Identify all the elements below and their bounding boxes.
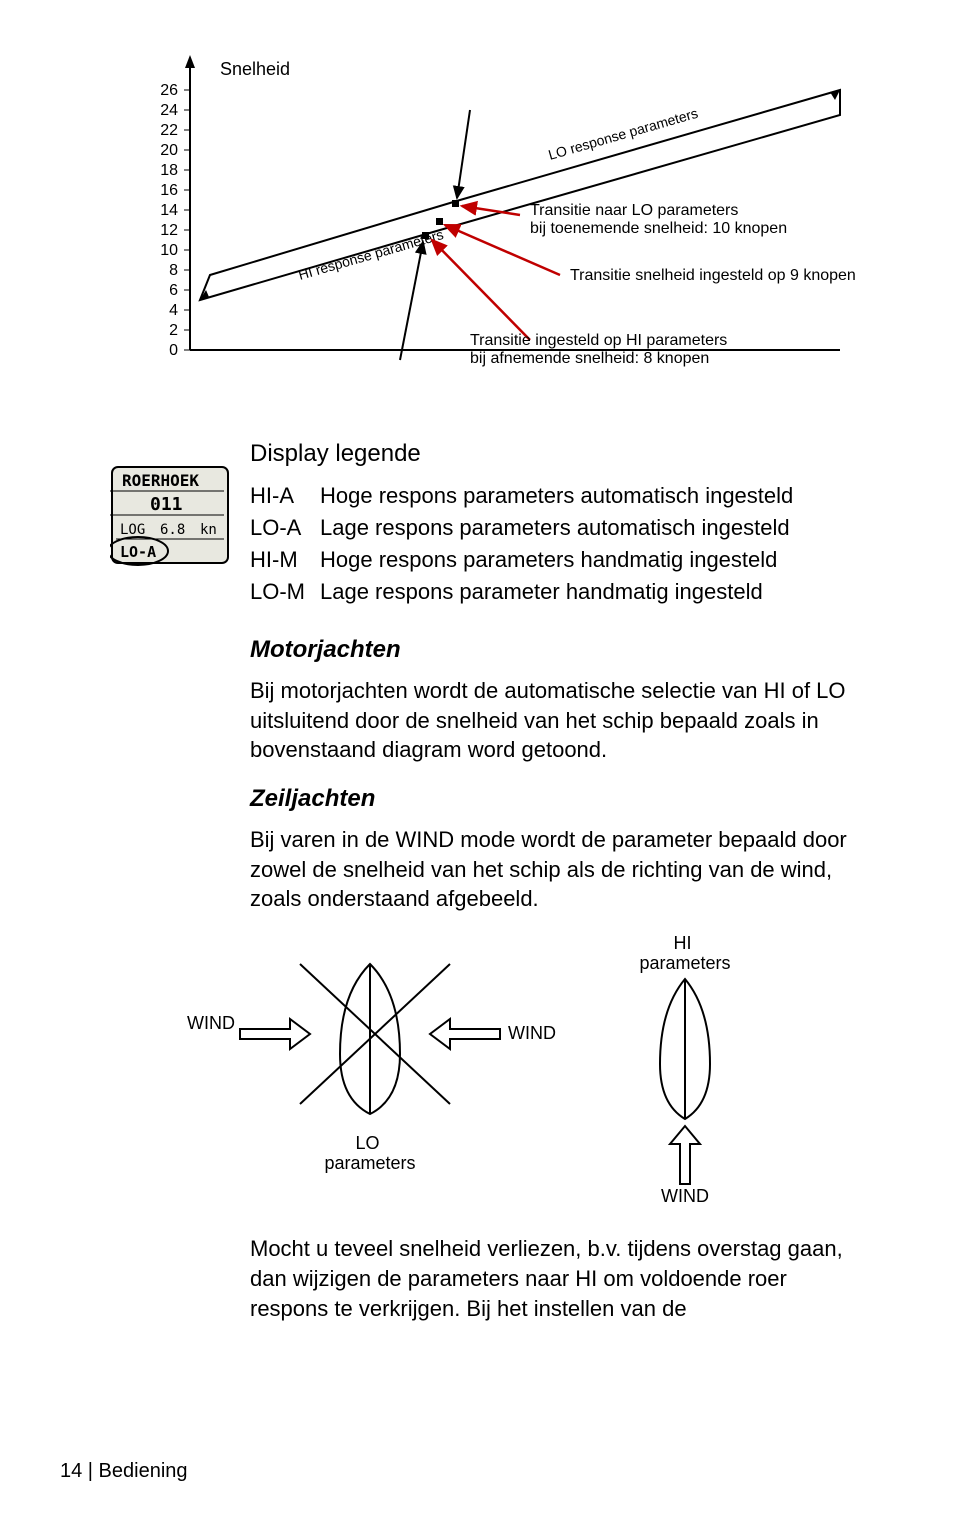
- chart-title: Snelheid: [220, 59, 290, 79]
- ytick-26: 26: [160, 82, 178, 99]
- svg-text:011: 011: [150, 494, 183, 515]
- legend-row: LO-A Lage respons parameters automatisch…: [250, 515, 870, 541]
- wind-label-right: WIND: [508, 1023, 556, 1043]
- annot-speed: Transitie snelheid ingesteld op 9 knopen: [570, 267, 856, 284]
- ytick-20: 20: [160, 142, 178, 159]
- legend-key: LO-M: [250, 579, 310, 605]
- ytick-10: 10: [160, 242, 178, 259]
- legend-desc: Lage respons parameters automatisch inge…: [320, 515, 790, 541]
- motor-heading: Motorjachten: [90, 636, 870, 664]
- legend-row: LO-M Lage respons parameter handmatig in…: [250, 579, 870, 605]
- hi-response-label: HI response parameters: [296, 226, 445, 283]
- ytick-14: 14: [160, 202, 178, 219]
- lo-response-label: LO response parameters: [546, 105, 699, 163]
- response-chart: 0 2 4 6 8 10 12 14 16 18 20 22 24 26 Sne…: [100, 40, 860, 410]
- svg-text:kn: kn: [200, 522, 217, 538]
- wind-label-left: WIND: [187, 1013, 235, 1033]
- ytick-12: 12: [160, 222, 178, 239]
- annot-hi: Transitie ingesteld op HI parameters bij…: [470, 332, 732, 367]
- hi-params-label: HI parameters: [639, 934, 730, 973]
- zeil-heading: Zeiljachten: [90, 785, 870, 813]
- lcd-display-icon: ROERHOEK 011 LOG 6.8 kn LO-A: [110, 465, 230, 570]
- legend-desc: Hoge respons parameters handmatig ingest…: [320, 547, 777, 573]
- svg-text:6.8: 6.8: [160, 522, 185, 538]
- lo-params-label: LO parameters: [324, 1133, 415, 1173]
- ytick-22: 22: [160, 122, 178, 139]
- legend-key: LO-A: [250, 515, 310, 541]
- legend-row: HI-M Hoge respons parameters handmatig i…: [250, 547, 870, 573]
- legend-row: HI-A Hoge respons parameters automatisch…: [250, 483, 870, 509]
- ytick-4: 4: [169, 302, 178, 319]
- legend-title: Display legende: [250, 440, 870, 468]
- legend-desc: Hoge respons parameters automatisch inge…: [320, 483, 793, 509]
- wind-label-bottom: WIND: [661, 1186, 709, 1204]
- ytick-24: 24: [160, 102, 178, 119]
- annot-lo: Transitie naar LO parameters bij toeneme…: [530, 202, 787, 237]
- ytick-2: 2: [169, 322, 178, 339]
- svg-text:LO-A: LO-A: [120, 543, 156, 561]
- svg-text:LOG: LOG: [120, 522, 145, 538]
- ytick-6: 6: [169, 282, 178, 299]
- wind-diagram: WIND WIND LO parameters HI parameters WI…: [170, 934, 790, 1204]
- legend-key: HI-A: [250, 483, 310, 509]
- page-footer: 14 | Bediening: [60, 1460, 188, 1483]
- motor-para: Bij motorjachten wordt de automatische s…: [90, 676, 870, 765]
- ytick-18: 18: [160, 162, 178, 179]
- ytick-16: 16: [160, 182, 178, 199]
- ytick-0: 0: [169, 342, 178, 359]
- legend-key: HI-M: [250, 547, 310, 573]
- svg-text:ROERHOEK: ROERHOEK: [122, 471, 199, 490]
- zeil-para: Bij varen in de WIND mode wordt de param…: [90, 825, 870, 914]
- closing-para: Mocht u teveel snelheid verliezen, b.v. …: [90, 1234, 870, 1323]
- ytick-8: 8: [169, 262, 178, 279]
- legend-desc: Lage respons parameter handmatig ingeste…: [320, 579, 763, 605]
